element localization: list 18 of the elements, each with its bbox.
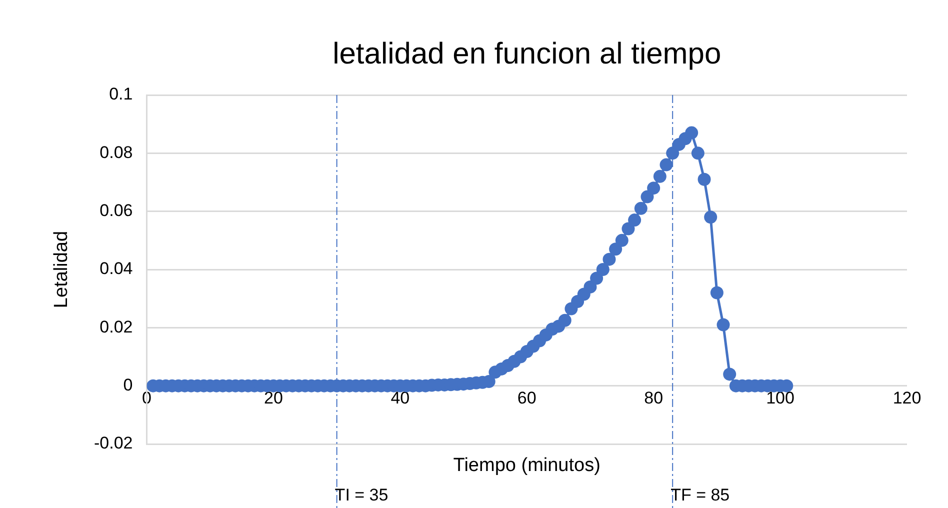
text: TF = 85 — [670, 486, 730, 505]
x-axis-title: Tiempo (minutos) — [453, 455, 600, 476]
chart-title: letalidad en funcion al tiempo — [332, 37, 722, 70]
x-tick-label: 80 — [644, 388, 664, 408]
y-tick-label: 0.02 — [100, 317, 133, 336]
x-tick-label: 40 — [390, 388, 410, 408]
x-tick-label: 20 — [264, 388, 283, 408]
y-tick-label: -0.02 — [94, 434, 133, 453]
x-tick-label: 120 — [892, 388, 922, 408]
y-tick-label: 0 — [123, 376, 133, 395]
x-tick-label: 100 — [766, 388, 794, 408]
y-axis-title: Letalidad — [51, 230, 72, 308]
y-tick-label: 0.08 — [100, 142, 133, 162]
x-tick-label: 60 — [517, 388, 536, 408]
y-tick-label: 0.06 — [100, 201, 133, 220]
y-tick-label: 0.1 — [109, 84, 133, 104]
y-tick-label: 0.04 — [100, 259, 133, 278]
text: TI = 35 — [334, 486, 388, 505]
